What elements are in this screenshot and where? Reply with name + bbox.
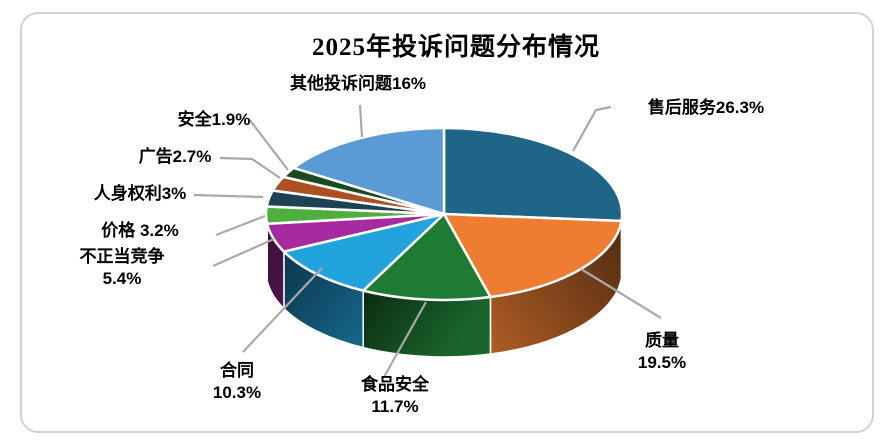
pie-slices — [264, 126, 624, 302]
leader-line-售后服务 — [572, 105, 612, 152]
leader-line-食品安全 — [383, 301, 427, 378]
slice-label-food-safety: 食品安全 11.7% — [361, 375, 429, 417]
leader-lines — [193, 104, 662, 378]
slice-label-aftersales: 售后服务26.3% — [647, 98, 765, 117]
pie-slice-售后服务 — [442, 126, 624, 223]
chart-frame-border — [20, 12, 874, 433]
leader-line-质量 — [580, 268, 662, 319]
leader-line-不正当竞争 — [212, 237, 275, 268]
pie-slice-质量 — [442, 212, 623, 299]
slice-label-safety: 安全1.9% — [177, 110, 251, 129]
leader-line-价格 — [215, 214, 266, 237]
leader-line-合同 — [242, 267, 323, 353]
slice-label-quality: 质量 19.5% — [637, 331, 687, 373]
leader-line-人身权利 — [193, 193, 264, 199]
slice-label-personal-rights: 人身权利3% — [93, 184, 187, 203]
chart-title: 2025年投诉问题分布情况 — [311, 34, 600, 61]
pie-slice-其他投诉问题 — [292, 126, 446, 216]
pie-slice-食品安全 — [361, 212, 492, 302]
leader-line-广告 — [219, 156, 281, 179]
leader-line-安全 — [248, 118, 289, 171]
slice-label-unfair-competition: 不正当竞争 5.4% — [79, 247, 165, 289]
slice-label-advertising: 广告2.7% — [138, 147, 212, 166]
slice-label-contract: 合同 10.3% — [212, 361, 262, 403]
leader-line-其他投诉问题 — [358, 104, 364, 138]
slice-label-other: 其他投诉问题16% — [289, 74, 427, 93]
slice-label-price: 价格 3.2% — [101, 221, 179, 240]
